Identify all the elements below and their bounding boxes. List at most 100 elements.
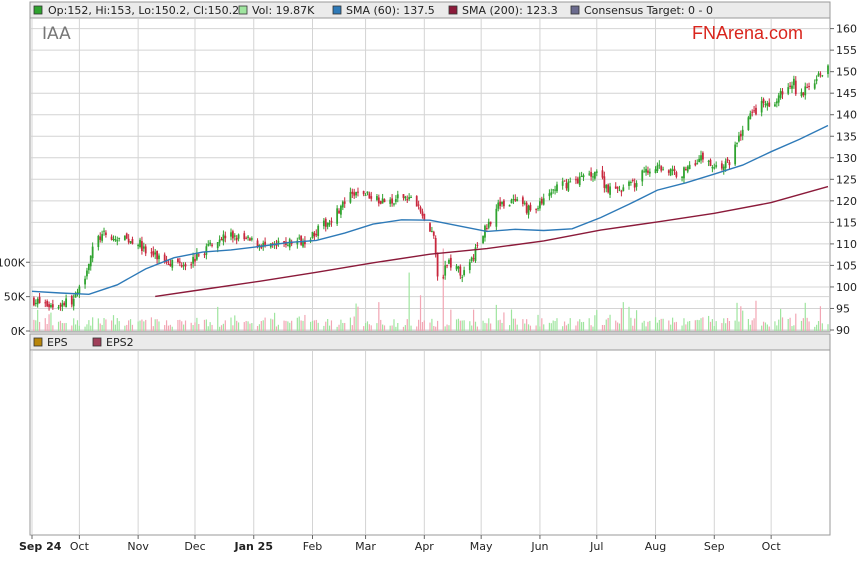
legend-eps2-label: EPS2 [106, 336, 134, 349]
candle-body [50, 305, 52, 308]
volume-bar [510, 309, 513, 331]
volume-bar [618, 323, 621, 331]
candle-body [419, 207, 422, 212]
candle-body [264, 241, 267, 245]
volume-bar [723, 318, 725, 331]
candle-body [46, 300, 49, 307]
volume-bar [169, 324, 171, 331]
volume-bar [609, 314, 611, 331]
volume-bar [753, 318, 755, 331]
candle-body [368, 193, 371, 199]
candle-body [658, 164, 661, 166]
candle-body [432, 231, 435, 236]
candle-body [448, 260, 450, 264]
candle-body [684, 168, 687, 171]
volume-bar [258, 324, 261, 331]
candle-body [671, 169, 674, 171]
volume-bar [364, 323, 367, 331]
volume-bar [277, 324, 279, 331]
volume-bar [463, 320, 465, 331]
volume-bar [209, 322, 211, 331]
candle-body [455, 266, 458, 270]
candle-body [235, 237, 238, 241]
candle-body [698, 158, 701, 163]
volume-bar [588, 318, 590, 331]
volume-bar [219, 326, 221, 331]
candle-body [808, 85, 810, 87]
candle-body [696, 163, 699, 165]
candle-body [114, 239, 117, 241]
volume-bar [774, 321, 776, 331]
candle-body [768, 102, 771, 107]
candle-body [449, 257, 452, 268]
volume-bar [778, 319, 780, 331]
volume-bar [687, 321, 689, 331]
volume-bar [179, 319, 181, 331]
volume-bar [298, 316, 300, 331]
candle-body [74, 292, 77, 298]
candle-body [194, 258, 196, 262]
candle-body [237, 234, 240, 239]
volume-bar [516, 324, 518, 331]
candle-body [827, 65, 829, 74]
candle-body [370, 196, 373, 199]
candle-body [152, 251, 155, 256]
volume-bar [342, 322, 344, 331]
candle-body [762, 99, 765, 104]
volume-bar [709, 321, 712, 331]
volume-bar [552, 320, 554, 331]
volume-bar [632, 325, 634, 331]
volume-bar [556, 318, 558, 331]
volume-bar [92, 317, 94, 331]
volume-bar [643, 320, 645, 331]
candle-body [311, 231, 314, 239]
date-tick-label: Nov [127, 540, 149, 553]
candle-body [715, 165, 718, 167]
volume-bar [391, 325, 393, 331]
volume-bars [33, 248, 829, 331]
candle-body [78, 286, 81, 294]
eps-legend-bar [29, 333, 831, 351]
candle-body [391, 198, 393, 204]
candle-body [430, 230, 433, 233]
volume-bar [450, 309, 452, 331]
volume-bar [581, 322, 583, 331]
candle-body [461, 276, 464, 278]
volume-bar [330, 320, 333, 331]
candle-body [593, 171, 596, 179]
candle-body [328, 222, 331, 225]
candle-body [203, 254, 206, 256]
volume-bar [165, 320, 168, 331]
volume-bar [715, 321, 717, 331]
candle-body [131, 239, 134, 244]
candle-body [645, 168, 647, 173]
candle-body [421, 211, 424, 216]
candle-body [197, 254, 200, 256]
candle-body [775, 101, 778, 104]
candle-body [442, 277, 445, 279]
volume-bar [721, 323, 723, 331]
volume-bar [124, 325, 126, 331]
volume-bar [194, 322, 196, 331]
candle-body [521, 197, 524, 204]
volume-bar [787, 319, 789, 331]
candle-body [283, 241, 285, 243]
volume-bar [207, 326, 209, 331]
legend-vol: Vol: 19.87K [238, 4, 315, 17]
ohlc-swatch [33, 5, 43, 15]
candle-body [806, 87, 809, 89]
volume-bar [353, 316, 355, 331]
volume-bar [217, 306, 219, 331]
volume-bar [156, 319, 158, 331]
candle-body [84, 278, 86, 285]
volume-bar [406, 319, 408, 331]
candle-body [222, 234, 225, 242]
price-tick-label: 120 [836, 195, 857, 208]
candle-body [190, 264, 193, 266]
candle-body [707, 160, 710, 162]
candle-body [813, 83, 816, 89]
candle-body [376, 196, 378, 200]
candle-body [298, 237, 301, 239]
candle-body [516, 199, 519, 202]
candle-body [815, 78, 818, 82]
